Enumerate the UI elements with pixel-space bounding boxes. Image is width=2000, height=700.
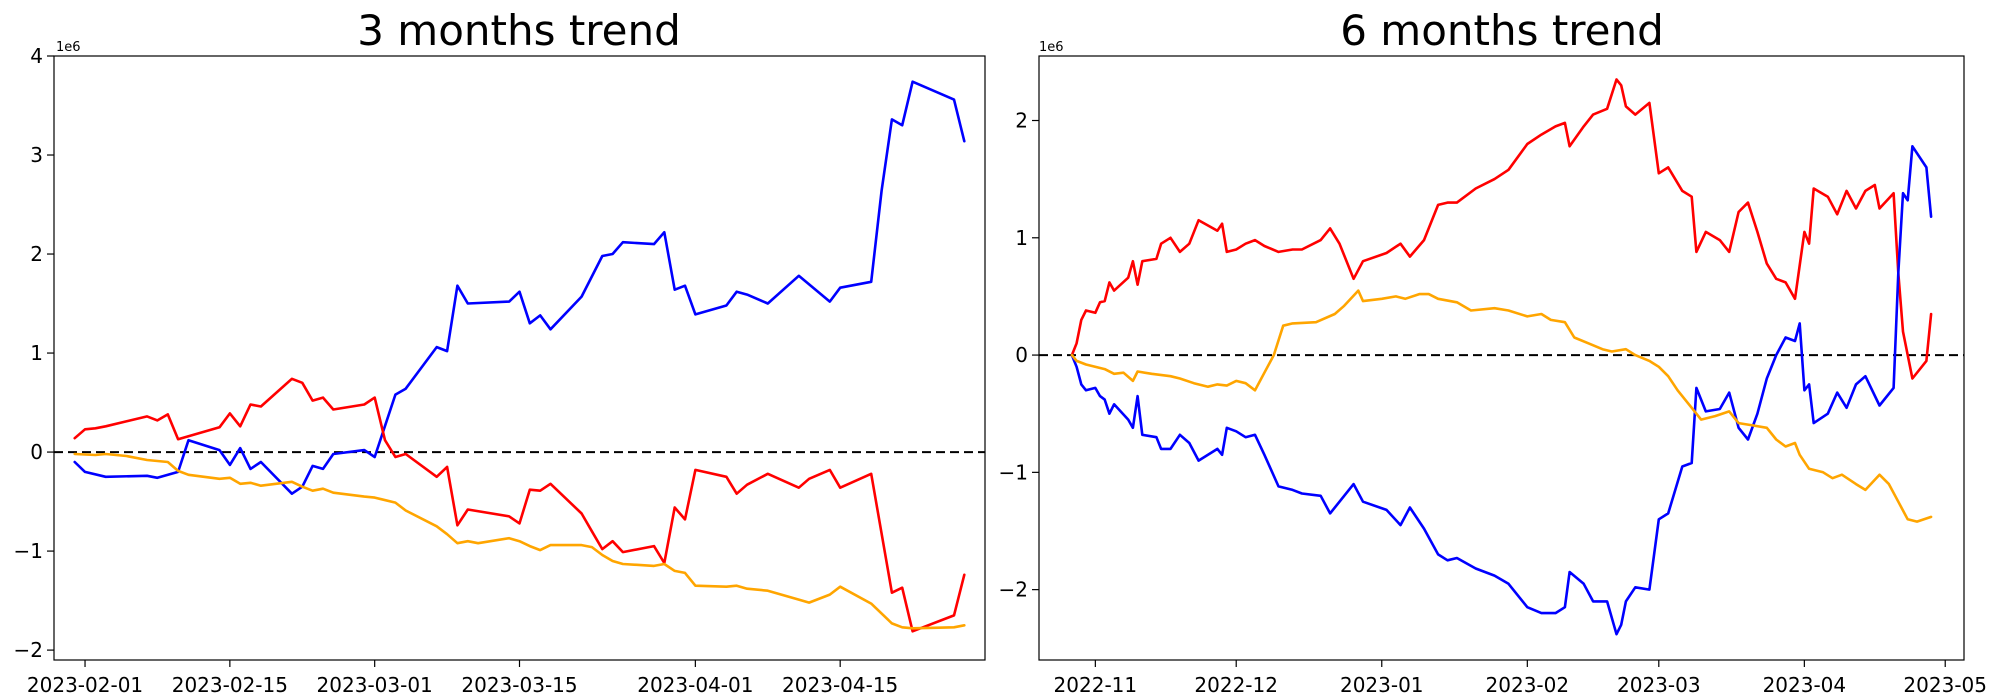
series-layer	[1070, 78, 1933, 636]
y-tick-label: −2	[999, 578, 1028, 602]
tick-layer: 2022-11 2022-12 2023-01 2023-02 2023-03 2023-…	[999, 109, 1987, 697]
x-tick-label: 2023-04-15	[782, 673, 898, 697]
y-tick-label: 2	[30, 242, 43, 266]
y-tick-label: 3	[30, 143, 43, 167]
series-layer	[73, 80, 966, 633]
y-offset-label: 1e6	[56, 40, 81, 55]
tick-layer: 2023-02-01 2023-02-15 2023-03-01 2023-03-15…	[14, 44, 899, 697]
x-tick-label: 2023-02-01	[27, 673, 143, 697]
x-tick-label: 2022-12	[1194, 673, 1278, 697]
y-tick-label: −1	[14, 539, 43, 563]
x-tick-label: 2023-03	[1617, 673, 1701, 697]
plot-area	[1038, 55, 1965, 661]
series-line-1	[73, 80, 966, 495]
chart-6-months: 6 months trend 1e6 2022-11 2022-12 2023-01…	[999, 6, 1987, 697]
chart-title: 6 months trend	[1340, 6, 1664, 55]
x-tick-label: 2023-04-01	[637, 673, 753, 697]
x-tick-label: 2023-05	[1903, 673, 1987, 697]
y-tick-label: −1	[999, 460, 1028, 484]
x-tick-label: 2023-03-01	[317, 673, 433, 697]
x-tick-label: 2023-02-15	[172, 673, 288, 697]
chart-3-months: 3 months trend 1e6 2023-02-01 2023-02-15 2…	[14, 6, 986, 697]
y-tick-label: 0	[30, 440, 43, 464]
y-tick-label: 4	[30, 44, 43, 68]
y-tick-label: 1	[1015, 226, 1028, 250]
y-tick-label: −2	[14, 638, 43, 662]
series-line-2	[1070, 145, 1933, 636]
x-tick-label: 2023-04	[1763, 673, 1847, 697]
y-tick-label: 1	[30, 341, 43, 365]
series-line-3	[73, 452, 966, 630]
x-tick-label: 2023-02	[1486, 673, 1570, 697]
x-tick-label: 2022-11	[1054, 673, 1138, 697]
series-line-3	[1070, 289, 1933, 523]
x-tick-label: 2023-03-15	[461, 673, 577, 697]
y-tick-label: 0	[1015, 343, 1028, 367]
series-line-1	[1070, 78, 1933, 380]
series-line-2	[73, 377, 966, 633]
y-offset-label: 1e6	[1039, 40, 1064, 55]
plot-area	[53, 55, 986, 661]
y-tick-label: 2	[1015, 109, 1028, 133]
chart-title: 3 months trend	[357, 6, 681, 55]
x-tick-label: 2023-01	[1340, 673, 1424, 697]
